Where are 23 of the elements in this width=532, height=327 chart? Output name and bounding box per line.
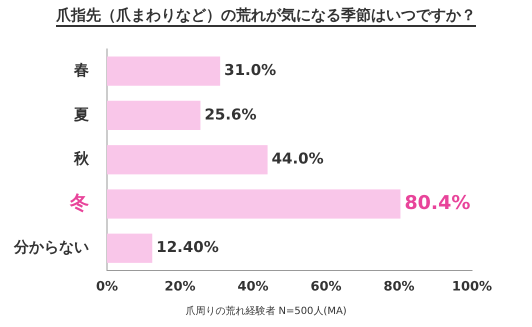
y-tick-label: 秋 [73,150,90,168]
x-axis-title: 爪周りの荒れ経験者 N=500人(MA) [184,304,348,318]
bar [107,189,400,219]
data-label: 31.0% [224,61,276,80]
chart-title: 爪指先（爪まわりなど）の荒れが気になる季節はいつですか？ [56,6,476,27]
y-tick-label: 夏 [73,105,89,124]
bar [107,56,220,86]
y-tick-label: 冬 [69,192,89,214]
x-tick-label: 60% [310,280,342,295]
data-label: 80.4% [404,192,470,214]
bar [107,234,152,263]
y-tick-label: 分からない [13,238,89,256]
x-tick-label: 0% [96,280,118,295]
data-label: 44.0% [272,150,324,168]
bar [107,145,268,174]
x-tick-label: 20% [164,280,196,295]
bar [107,100,200,130]
x-tick-label: 100% [452,280,492,295]
y-tick-label: 春 [73,61,89,80]
data-label: 25.6% [204,105,256,124]
x-tick-label: 40% [237,280,269,295]
data-label: 12.40% [156,238,219,256]
x-tick-label: 80% [383,280,415,295]
